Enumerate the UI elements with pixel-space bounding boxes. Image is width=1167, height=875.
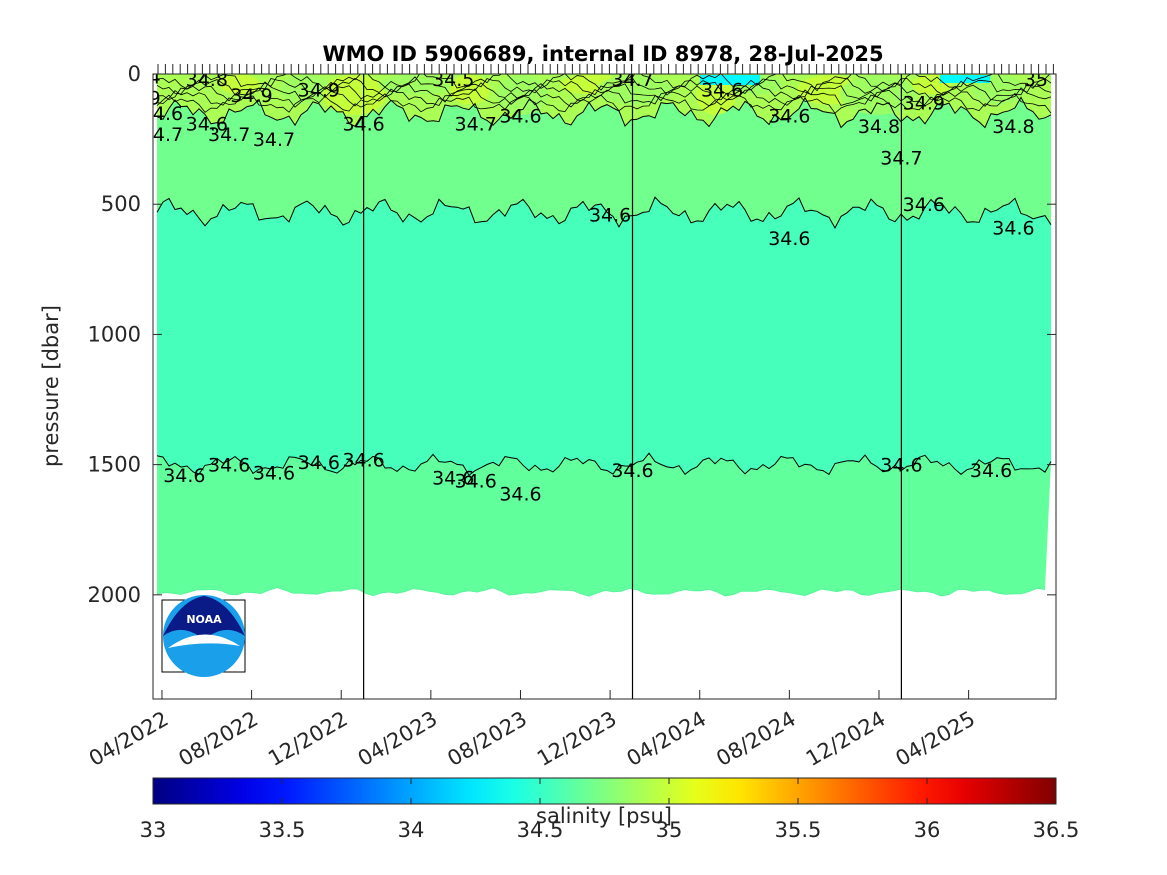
x-tick-label: 12/2024 [802,707,890,771]
layer-upper [157,97,1051,229]
contour-label: 34.7 [611,69,653,91]
colorbar-gradient [152,777,1057,805]
year-boundaries [363,74,902,699]
x-axis: 04/2022 08/2022 12/2022 04/2023 08/2023 12/20… [85,690,979,771]
x-tick-label: 08/2022 [175,707,263,771]
contour-label: 34.8 [992,116,1034,138]
contour-label: 34.9 [903,93,945,115]
contour-label: 34.6 [701,80,743,102]
colorbar-tick-label: 35 [656,818,683,842]
contour-label: 34.7 [880,147,922,169]
y-tick-label: 1500 [88,453,141,477]
noaa-logo-text: NOAA [186,613,222,626]
colorbar: 33 33.5 34 34.5 35 35.5 36 36.5 salinity [psu] [140,777,1080,842]
colorbar-tick-label: 34.5 [517,818,564,842]
layer-deep [157,453,1051,597]
contour-label: 34.8 [858,116,900,138]
colorbar-tick-label: 36 [914,818,941,842]
colorbar-tick-label: 33 [140,818,167,842]
contour-label: 34.6 [611,460,653,482]
contour-label: 34.7 [208,124,250,146]
salinity-field [157,74,1051,597]
layer-intermediate [157,197,1051,476]
y-tick-label: 1000 [88,322,141,346]
contour-label: 34.6 [903,194,945,216]
contour-label: 34.9 [230,85,272,107]
x-tick-label: 04/2025 [892,707,980,771]
contour-label: 34.6 [342,113,384,135]
x-tick-label: 08/2024 [712,707,800,771]
contour-label: 34.6 [208,455,250,477]
contour-label: 34.6 [970,460,1012,482]
x-tick-label: 04/2024 [623,707,711,771]
contour-label: 34.6 [880,455,922,477]
contour-labels: 34.4 34.834.934.634.7 34.634.734.934.734.9… [118,67,1048,505]
contour-label: 34.9 [118,87,160,109]
contour-label: 34.6 [141,103,183,125]
contour-label: 34.6 [992,218,1034,240]
contour-label: 34.9 [298,80,340,102]
contour-label: 34.5 [432,69,474,91]
profile-ticks [157,64,1054,74]
colorbar-tick-label: 35.5 [775,818,822,842]
contour-label: 34.6 [432,468,474,490]
contour-label: 34.6 [499,483,541,505]
noaa-logo: NOAA [161,595,246,677]
contour-label: 34.6 [455,470,497,492]
x-tick-label: 04/2023 [354,707,442,771]
contour-label: 34.7 [253,129,295,151]
x-tick-label: 12/2023 [533,707,621,771]
contour-label: 34.7 [455,113,497,135]
contour-label: 34.6 [499,106,541,128]
contour-label: 34.6 [253,462,295,484]
y-tick-label: 0 [128,62,141,86]
colorbar-tick-label: 33.5 [259,818,306,842]
contour-label: 34.6 [342,449,384,471]
x-tick-label: 04/2022 [85,707,173,771]
contour-label: 34.4 [118,67,160,89]
contour-label: 35 [1024,69,1048,91]
colorbar-label: salinity [psu] [536,804,672,828]
colorbar-tick-label: 36.5 [1033,818,1080,842]
y-tick-label: 2000 [88,583,141,607]
contour-label: 34.6 [589,205,631,227]
contour-label: 34.7 [141,124,183,146]
y-axis-title: pressure [dbar] [39,305,63,467]
chart-title: WMO ID 5906689, internal ID 8978, 28-Jul… [322,42,883,66]
contour-label: 34.6 [186,113,228,135]
y-tick-label: 500 [101,192,141,216]
contour-label: 34.6 [768,228,810,250]
contour-label: 34.6 [768,106,810,128]
contour-lines [156,74,1052,597]
contour-label: 34.6 [298,452,340,474]
plot-frame [152,73,1057,700]
x-tick-label: 08/2023 [443,707,531,771]
x-tick-label: 12/2022 [264,707,352,771]
contour-label: 34.6 [163,465,205,487]
contour-label: 34.8 [186,69,228,91]
colorbar-tick-label: 34 [398,818,425,842]
y-axis: 0 500 1000 1500 2000 [88,62,1056,607]
